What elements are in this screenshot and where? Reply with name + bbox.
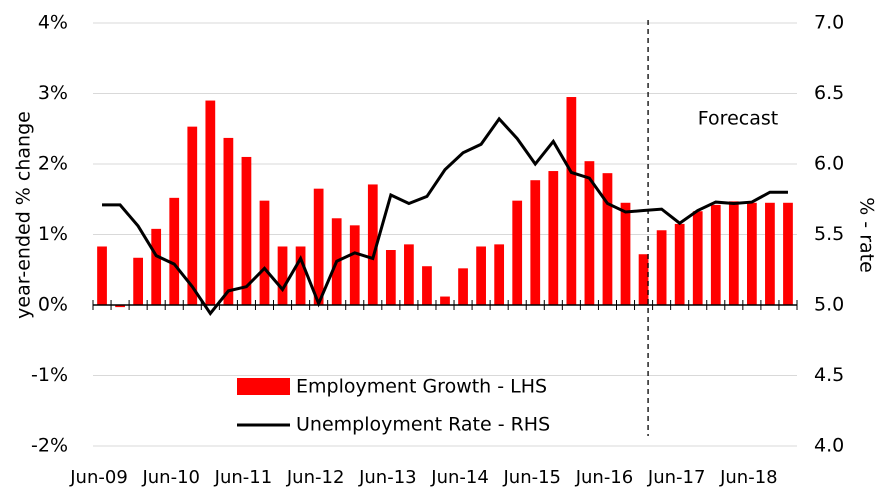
- bar: [367, 184, 378, 305]
- x-tick-label: Jun-14: [430, 467, 489, 488]
- y-tick-label: 4%: [38, 12, 68, 34]
- bar: [710, 204, 721, 305]
- legend-swatch: [237, 378, 290, 395]
- bar: [692, 211, 703, 305]
- x-tick-label: Jun-10: [141, 467, 200, 488]
- x-tick-label: Jun-11: [214, 467, 273, 488]
- bar: [205, 100, 216, 305]
- bar: [241, 156, 252, 305]
- y2-tick-label: 6.0: [814, 153, 844, 175]
- forecast-annotation: Forecast: [698, 108, 778, 130]
- bar: [169, 197, 180, 305]
- legend-label: Unemployment Rate - RHS: [296, 414, 550, 436]
- bar: [151, 228, 162, 305]
- x-tick-label: Jun-18: [719, 467, 778, 488]
- y-tick-label: 0%: [38, 294, 68, 316]
- y2-tick-label: 6.5: [814, 82, 844, 104]
- x-tick-label: Jun-16: [575, 467, 634, 488]
- y2-tick-label: 5.0: [814, 294, 844, 316]
- y-tick-label: 3%: [38, 82, 68, 104]
- bar: [746, 202, 757, 305]
- y-tick-label: 1%: [38, 223, 68, 245]
- y2-tick-label: 4.0: [814, 435, 844, 457]
- y-tick-label: -1%: [31, 364, 68, 386]
- bar: [133, 257, 144, 305]
- bar: [494, 244, 505, 305]
- bar: [566, 97, 577, 306]
- bar: [223, 137, 234, 305]
- bar: [259, 200, 270, 305]
- bar: [602, 173, 613, 305]
- plot: -2% -1% 0% 1% 2% 3% 4% 4.0 4.5 5.0 5.5 6.0 6.5 7.0 Jun…: [31, 12, 844, 488]
- bar: [115, 305, 125, 308]
- bar: [584, 161, 595, 305]
- y-axis-label: year-ended % change: [13, 111, 35, 319]
- y2-tick-label: 7.0: [814, 12, 844, 34]
- line: [102, 116, 788, 316]
- bar: [404, 244, 414, 305]
- bar: [458, 268, 468, 305]
- bar: [385, 250, 396, 305]
- bar: [728, 201, 739, 305]
- bar: [638, 254, 649, 305]
- y2-tick-label: 4.5: [814, 364, 844, 386]
- x-tick-label: Jun-13: [358, 467, 417, 488]
- bar: [656, 230, 667, 305]
- bar: [530, 180, 541, 305]
- bar: [97, 246, 107, 305]
- y2-axis-label: % - rate: [856, 197, 878, 273]
- y-tick-label: 2%: [38, 153, 68, 175]
- bar: [674, 223, 685, 305]
- bar: [277, 246, 288, 305]
- bar: [187, 126, 198, 305]
- bar: [783, 202, 793, 305]
- bar: [422, 266, 432, 305]
- bar: [295, 246, 306, 305]
- y2-tick-label: 5.5: [814, 223, 844, 245]
- bar: [548, 171, 559, 305]
- legend-label: Employment Growth - LHS: [296, 376, 547, 398]
- bar: [620, 202, 631, 305]
- bar: [349, 225, 360, 305]
- bar: [313, 188, 324, 305]
- x-tick-label: Jun-17: [647, 467, 706, 488]
- x-tick-label: Jun-15: [502, 467, 561, 488]
- bar: [512, 200, 523, 305]
- x-tick-label: Jun-12: [286, 467, 345, 488]
- bar: [440, 296, 450, 305]
- bar: [476, 246, 486, 305]
- y-tick-label: -2%: [31, 435, 68, 457]
- x-tick-label: Jun-09: [69, 467, 128, 488]
- bar: [765, 202, 775, 305]
